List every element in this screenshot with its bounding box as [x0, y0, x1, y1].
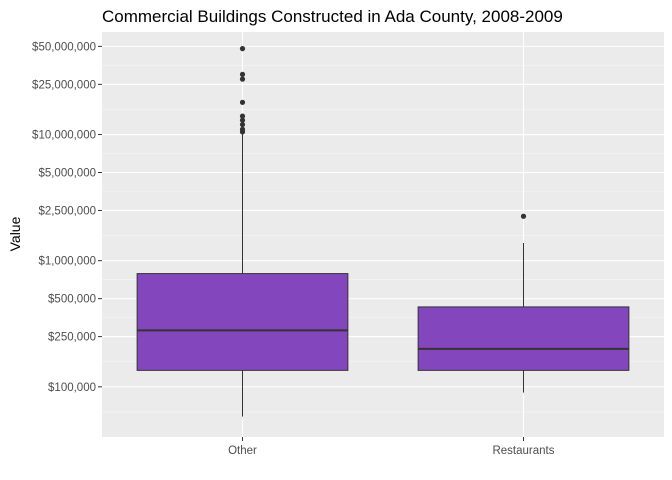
y-tick-label: $1,000,000 — [38, 256, 96, 268]
x-tick-label: Restaurants — [492, 445, 554, 457]
y-tick-label: $50,000,000 — [32, 41, 96, 53]
box-layer — [136, 46, 630, 417]
y-tick-label: $100,000 — [48, 382, 96, 394]
y-axis: $100,000 $250,000 $500,000 $1,000,000 $2,500… — [32, 41, 102, 394]
y-tick-label: $5,000,000 — [38, 168, 96, 180]
box-iqr — [136, 273, 349, 371]
outlier-point — [239, 99, 246, 105]
box-other — [136, 46, 349, 417]
y-tick-label: $500,000 — [48, 294, 96, 306]
y-tick-label: $10,000,000 — [32, 130, 96, 142]
y-tick-label: $2,500,000 — [38, 205, 96, 217]
outlier-point — [239, 71, 246, 77]
y-tick-label: $250,000 — [48, 332, 96, 344]
y-axis-label: Value — [7, 216, 23, 251]
box-restaurants — [417, 213, 630, 393]
box-iqr — [417, 306, 630, 371]
outlier-point — [239, 117, 246, 123]
outlier-point — [239, 113, 246, 119]
plot-panel — [102, 32, 664, 437]
outlier-point — [239, 121, 246, 128]
x-tick-label: Other — [228, 445, 257, 457]
outlier-point — [520, 213, 527, 219]
outlier-point — [239, 76, 246, 82]
outlier-point — [239, 46, 246, 52]
outlier-point — [239, 129, 246, 135]
chart-title: Commercial Buildings Constructed in Ada … — [102, 7, 563, 26]
y-tick-label: $25,000,000 — [32, 79, 96, 91]
x-axis: Other Restaurants — [228, 437, 555, 457]
